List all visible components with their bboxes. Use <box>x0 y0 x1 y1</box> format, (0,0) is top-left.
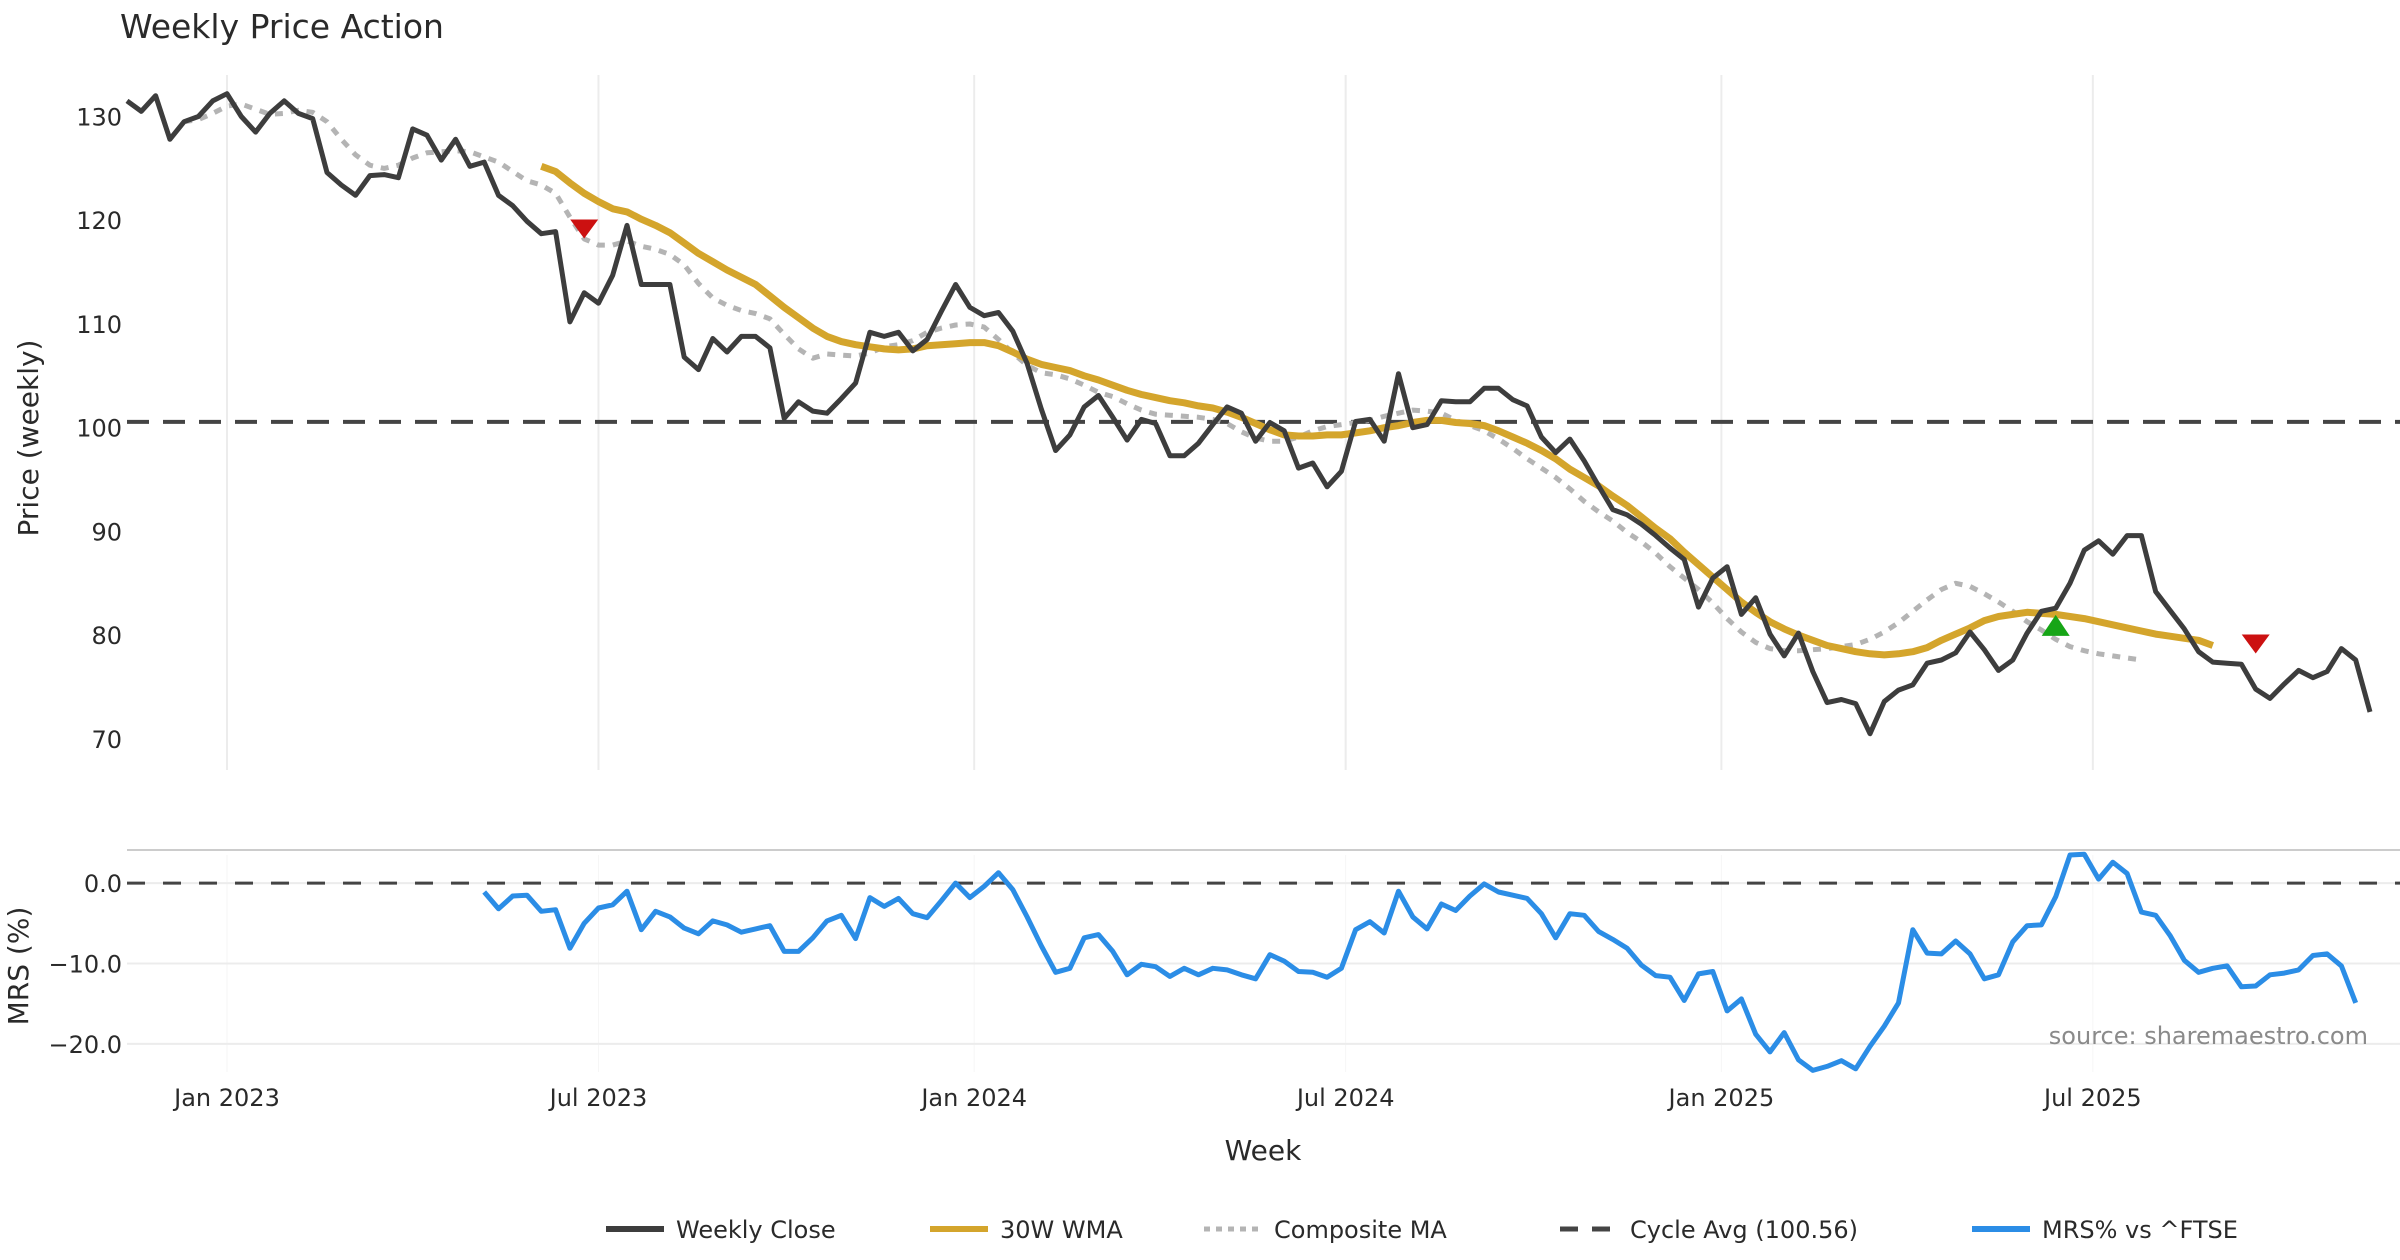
price-y-tick-label: 130 <box>76 103 122 131</box>
chart-title: Weekly Price Action <box>120 7 444 46</box>
price-y-tick-label: 70 <box>91 726 122 754</box>
price-y-tick-label: 90 <box>91 518 122 546</box>
signal-markers <box>570 219 2270 654</box>
mrs-y-ticks: 0.0 −10.0 −20.0 <box>48 870 122 1059</box>
buy-signal-marker <box>2041 614 2070 636</box>
price-y-ticks: 70 80 90 100 110 120 130 <box>76 103 122 753</box>
price-y-tick-label: 80 <box>91 622 122 650</box>
legend-item[interactable]: Cycle Avg (100.56) <box>1560 1216 1858 1244</box>
legend: Weekly Close 30W WMA Composite MA Cycle Avg… <box>606 1216 2238 1244</box>
x-tick-label: Jul 2025 <box>2042 1084 2142 1112</box>
legend-label: Composite MA <box>1274 1216 1447 1244</box>
legend-item[interactable]: 30W WMA <box>930 1216 1123 1244</box>
price-y-tick-label: 100 <box>76 415 122 443</box>
legend-label: 30W WMA <box>1000 1216 1123 1244</box>
mrs-y-tick-label: −10.0 <box>48 951 122 979</box>
legend-item[interactable]: MRS% vs ^FTSE <box>1972 1216 2238 1244</box>
x-axis-label: Week <box>1225 1134 1302 1167</box>
legend-item[interactable]: Weekly Close <box>606 1216 836 1244</box>
x-tick-label: Jul 2024 <box>1295 1084 1395 1112</box>
weekly-close-line <box>125 91 2373 737</box>
legend-label: MRS% vs ^FTSE <box>2042 1216 2238 1244</box>
mrs-series <box>482 851 2359 1073</box>
legend-label: Cycle Avg (100.56) <box>1630 1216 1858 1244</box>
price-y-tick-label: 120 <box>76 207 122 235</box>
price-y-axis-label: Price (weekly) <box>12 340 45 537</box>
mrs-y-axis-label: MRS (%) <box>2 907 35 1026</box>
x-tick-label: Jan 2023 <box>172 1084 280 1112</box>
composite-ma-line <box>183 101 2142 663</box>
mrs-y-tick-label: −20.0 <box>48 1031 122 1059</box>
source-annotation: source: sharemaestro.com <box>2049 1022 2368 1050</box>
x-tick-label: Jan 2025 <box>1667 1084 1775 1112</box>
mrs-gridlines <box>127 855 2400 1072</box>
sell-signal-marker <box>570 219 599 239</box>
x-tick-label: Jan 2024 <box>919 1084 1027 1112</box>
mrs-line <box>482 851 2359 1073</box>
price-y-tick-label: 110 <box>76 311 122 339</box>
legend-item[interactable]: Composite MA <box>1204 1216 1447 1244</box>
mrs-y-tick-label: 0.0 <box>84 870 122 898</box>
x-tick-label: Jul 2023 <box>548 1084 648 1112</box>
sell-signal-marker <box>2241 634 2270 654</box>
legend-label: Weekly Close <box>676 1216 836 1244</box>
price-series <box>125 91 2373 737</box>
x-ticks: Jan 2023 Jul 2023 Jan 2024 Jul 2024 Jan 2025… <box>172 1084 2142 1112</box>
